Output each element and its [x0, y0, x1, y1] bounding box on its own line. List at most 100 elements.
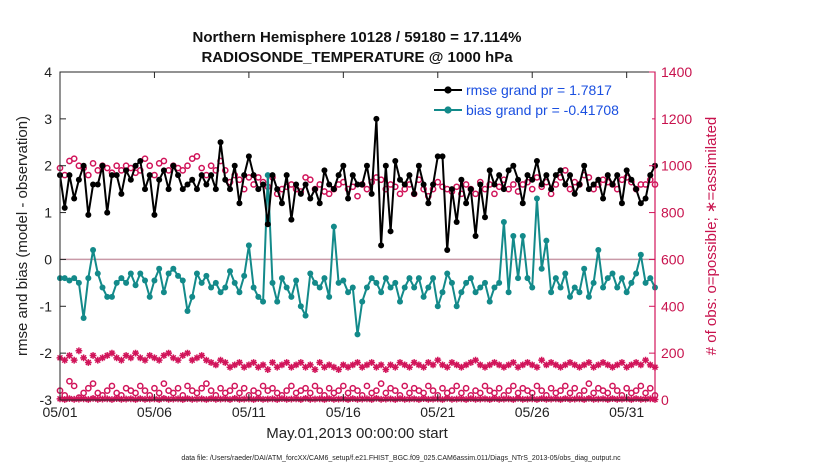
assimilated-obs-low-point: [524, 395, 531, 403]
rmse-point: [142, 186, 148, 193]
bias-point: [165, 270, 172, 277]
bias-point: [302, 312, 309, 319]
assimilated-obs-point: [297, 359, 305, 366]
assimilated-obs-low-point: [552, 395, 560, 403]
assimilated-obs-point: [358, 363, 366, 371]
possible-obs-low-point: [590, 389, 597, 397]
assimilated-obs-low-point: [514, 394, 522, 402]
bias-point: [359, 298, 366, 305]
rmse-point: [326, 181, 333, 188]
assimilated-obs-low-point: [646, 395, 654, 403]
bias-point: [477, 284, 484, 291]
assimilated-obs-point: [637, 361, 645, 369]
rmse-point: [562, 181, 569, 188]
assimilated-obs-low-point: [80, 395, 88, 403]
assimilated-obs-point: [349, 361, 357, 369]
possible-obs-point: [495, 183, 503, 191]
assimilated-obs-low-point: [240, 395, 248, 403]
rmse-point: [500, 186, 507, 193]
y-tick-label: -1: [40, 298, 53, 314]
bias-point: [160, 289, 167, 296]
legend-bias-label: bias grand pr = -0.41708: [466, 102, 619, 118]
possible-obs-low-point: [259, 382, 267, 390]
possible-obs-low-point: [302, 384, 309, 392]
y-tick-label: 1: [44, 205, 52, 221]
possible-obs-low-point: [585, 380, 593, 387]
possible-obs-low-point: [637, 382, 645, 390]
assimilated-obs-low-point: [566, 395, 574, 403]
assimilated-obs-point: [344, 363, 352, 371]
possible-obs-point: [325, 190, 333, 198]
bias-point: [585, 293, 592, 300]
possible-obs-low-point: [136, 382, 144, 390]
possible-obs-low-point: [283, 387, 291, 394]
rmse-point: [217, 139, 224, 146]
bias-point: [108, 293, 115, 300]
possible-obs-low-point: [613, 387, 621, 394]
assimilated-obs-low-point: [141, 395, 149, 403]
rmse-point: [99, 162, 106, 169]
rmse-point: [359, 181, 366, 188]
assimilated-obs-low-point: [448, 395, 456, 403]
assimilated-obs-low-point: [287, 395, 295, 403]
possible-obs-low-point: [151, 384, 158, 392]
rmse-point: [552, 172, 559, 179]
assimilated-obs-point: [613, 361, 621, 369]
assimilated-obs-point: [368, 359, 376, 366]
rmse-point: [278, 200, 285, 207]
possible-obs-low-series: [56, 377, 659, 402]
rmse-point: [283, 172, 290, 179]
assimilated-obs-point: [99, 354, 106, 362]
possible-obs-point: [396, 190, 404, 198]
rmse-point: [590, 181, 597, 188]
rmse-point: [557, 167, 564, 174]
rmse-point: [316, 200, 323, 207]
rmse-point: [430, 181, 437, 188]
y-tick-label: -3: [40, 392, 53, 408]
assimilated-obs-low-point: [212, 395, 220, 403]
rmse-point: [354, 181, 361, 188]
assimilated-obs-point: [202, 356, 210, 364]
legend-rmse-marker: [444, 86, 452, 94]
assimilated-obs-point: [524, 359, 531, 366]
assimilated-obs-point: [278, 361, 286, 369]
bias-point: [151, 277, 158, 284]
rmse-point: [236, 200, 243, 207]
possible-obs-low-point: [642, 389, 649, 397]
bias-point: [642, 279, 649, 286]
possible-obs-low-point: [66, 377, 73, 385]
assimilated-obs-low-point: [207, 395, 215, 402]
bias-point: [85, 275, 92, 282]
assimilated-obs-low-point: [89, 394, 97, 402]
rmse-point: [425, 200, 432, 207]
bias-point: [198, 279, 205, 286]
chart-title: Northern Hemisphere 10128 / 59180 = 17.1…: [193, 29, 522, 46]
rmse-point: [420, 181, 427, 188]
assimilated-obs-point: [533, 363, 541, 371]
rmse-point: [453, 218, 460, 225]
bias-point: [340, 277, 347, 284]
y-tick-label-right: 400: [661, 298, 685, 314]
rmse-point: [61, 204, 68, 211]
assimilated-obs-low-point: [136, 395, 144, 402]
possible-obs-low-point: [70, 382, 78, 390]
possible-obs-low-point: [632, 387, 640, 394]
axes: 05/01 05/06 05/11 05/16 05/21 05/26 05/31 -3 -2 -…: [40, 64, 693, 420]
possible-obs-point: [193, 152, 201, 160]
assimilated-obs-point: [287, 363, 295, 371]
bias-point: [231, 279, 238, 286]
bias-point: [628, 279, 635, 286]
assimilated-obs-low-point: [193, 395, 201, 403]
bias-point: [363, 284, 370, 291]
rmse-point: [146, 172, 153, 179]
rmse-point: [260, 181, 267, 188]
assimilated-obs-point: [472, 356, 479, 364]
bias-point: [548, 289, 555, 296]
bias-point: [90, 247, 97, 254]
rmse-point: [524, 172, 531, 179]
possible-obs-point: [528, 185, 536, 193]
assimilated-obs-point: [151, 354, 158, 362]
legend: rmse grand pr = 1.7817 bias grand pr = -…: [428, 80, 652, 122]
rmse-point: [581, 162, 588, 169]
x-tick-label: 05/16: [326, 404, 361, 420]
